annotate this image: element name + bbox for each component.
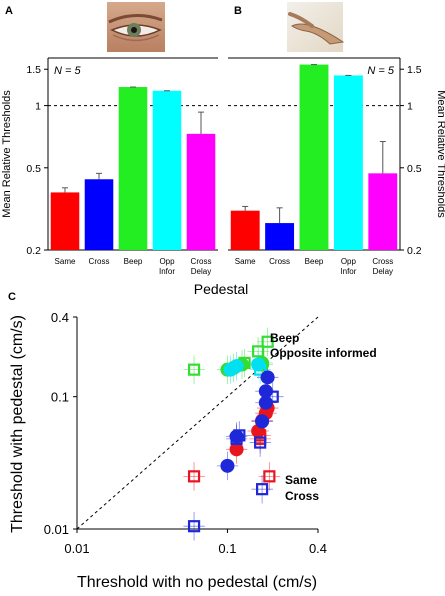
category-label: Opp: [341, 257, 357, 266]
y-axis-title: Mean Relative Thresholds: [435, 90, 445, 218]
panel-label-b: B: [234, 5, 242, 17]
legend-label: Same: [285, 473, 317, 487]
data-point: [258, 384, 273, 399]
bar: [299, 64, 329, 250]
data-point: [252, 345, 265, 358]
category-label: Same: [235, 257, 256, 266]
x-axis-title: Threshold with no pedestal (cm/s): [77, 574, 317, 591]
y-tick-label: 0.01: [44, 522, 69, 537]
y-axis-title: Threshold with pedestal (cm/s): [9, 315, 26, 533]
bar: [152, 90, 182, 250]
y-axis-title: Mean Relative Thresholds: [1, 90, 13, 218]
y-tick-label: 1.5: [407, 64, 422, 76]
bar: [265, 223, 295, 250]
category-label: Beep: [305, 257, 324, 266]
category-label: Delay: [191, 267, 211, 276]
x-tick-label: 0.4: [309, 541, 327, 556]
bar: [50, 192, 80, 250]
category-label: Cross: [269, 257, 290, 266]
y-tick-label: 1: [407, 101, 413, 113]
category-label: Beep: [124, 257, 143, 266]
n-annotation: N = 5: [367, 65, 394, 77]
data-point: [254, 363, 267, 376]
category-label: Infor: [340, 267, 356, 276]
legend-label: Opposite informed: [270, 346, 377, 360]
y-tick-label: 1.5: [26, 64, 41, 76]
data-point: [229, 359, 244, 374]
category-label: Cross: [372, 257, 393, 266]
panel-label-c: C: [8, 291, 16, 303]
data-point: [255, 414, 270, 429]
y-tick-label: 0.5: [26, 163, 41, 175]
bar: [333, 75, 363, 250]
scatter-chart-c: 0.01 0.01 0.1 0.1 0.4 0.4 Threshold with no pe…: [9, 310, 377, 591]
category-label: Delay: [373, 267, 393, 276]
category-label: Cross: [89, 257, 110, 266]
bar: [368, 173, 398, 250]
y-tick-label: 0.1: [51, 390, 69, 405]
y-tick-label: 0.2: [407, 245, 422, 257]
data-point: [233, 429, 246, 442]
y-tick-label: 1: [35, 101, 41, 113]
data-point: [254, 429, 267, 442]
bar: [186, 133, 216, 250]
bar: [118, 87, 148, 251]
hand-photo: [287, 2, 345, 52]
data-point: [261, 335, 274, 348]
data-point: [187, 470, 201, 483]
data-point: [220, 458, 235, 473]
data-point: [260, 370, 275, 385]
legend-label: Beep: [270, 331, 299, 345]
category-label: Opp: [159, 257, 175, 266]
data-point: [255, 483, 269, 496]
data-point: [258, 395, 273, 410]
data-point: [187, 520, 201, 533]
panel-label-a: A: [5, 5, 13, 17]
data-point: [230, 432, 243, 445]
x-tick-label: 0.1: [218, 541, 236, 556]
n-annotation: N = 5: [54, 65, 81, 77]
data-point: [266, 390, 279, 403]
legend-label: Cross: [285, 489, 319, 503]
data-point: [254, 436, 267, 449]
data-point: [187, 363, 201, 376]
category-label: Same: [55, 257, 76, 266]
y-tick-label: 0.2: [26, 245, 41, 257]
bar: [230, 210, 260, 250]
x-tick-label: 0.01: [64, 541, 89, 556]
bar: [84, 179, 114, 250]
data-point: [263, 470, 276, 483]
pedestal-caption: Pedestal: [194, 281, 248, 297]
category-label: Infor: [159, 267, 175, 276]
y-tick-label: 0.5: [407, 163, 422, 175]
eye-photo: [107, 2, 165, 52]
data-point: [229, 442, 244, 457]
y-tick-label: 0.4: [51, 310, 69, 325]
category-label: Cross: [191, 257, 212, 266]
